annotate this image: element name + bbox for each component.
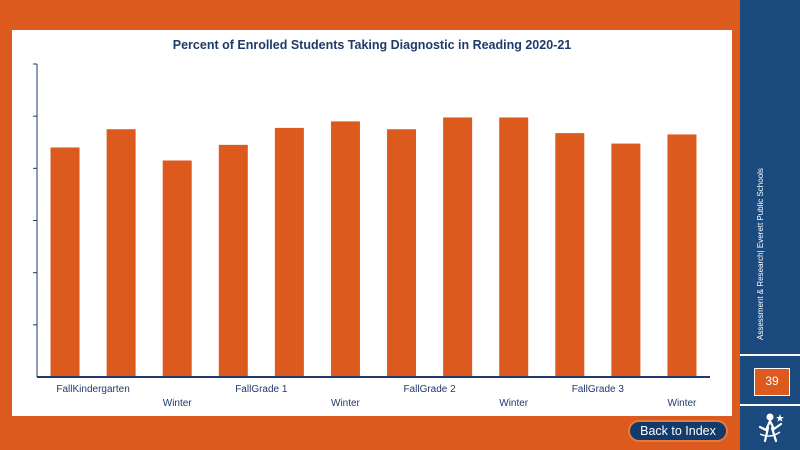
bar-chart: FallKindergarten Winter FallGrade 1 Winter F…: [33, 63, 710, 409]
chart-title: Percent of Enrolled Students Taking Diag…: [172, 38, 572, 52]
chart-panel: Percent of Enrolled Students Taking Diag…: [12, 30, 732, 416]
bar: [555, 133, 585, 377]
sidebar-caption: Assessment & Research| Everett Public Sc…: [756, 168, 765, 340]
back-to-index-button[interactable]: Back to Index: [628, 420, 728, 442]
x-tick-label: Winter: [668, 398, 698, 409]
bar: [106, 129, 136, 377]
x-tick-label: Winter: [331, 398, 361, 409]
x-tick-label: FallGrade 2: [403, 384, 456, 395]
bar: [162, 160, 192, 377]
x-tick-label: FallGrade 1: [235, 384, 288, 395]
district-logo-icon: [758, 413, 784, 443]
bar: [611, 143, 641, 377]
bar: [50, 147, 80, 377]
logo-area: [740, 404, 800, 450]
bar: [330, 121, 360, 377]
bar: [274, 127, 304, 377]
page-number: 39: [754, 368, 790, 396]
bar: [499, 117, 529, 378]
x-tick-label: Winter: [163, 398, 193, 409]
sidebar-divider: [740, 354, 800, 356]
bar: [218, 144, 248, 377]
bar: [443, 117, 473, 378]
x-tick-label: Winter: [499, 398, 529, 409]
bar: [667, 134, 697, 377]
x-tick-label: FallKindergarten: [56, 384, 129, 395]
x-tick-label: FallGrade 3: [572, 384, 625, 395]
bar: [387, 129, 417, 377]
